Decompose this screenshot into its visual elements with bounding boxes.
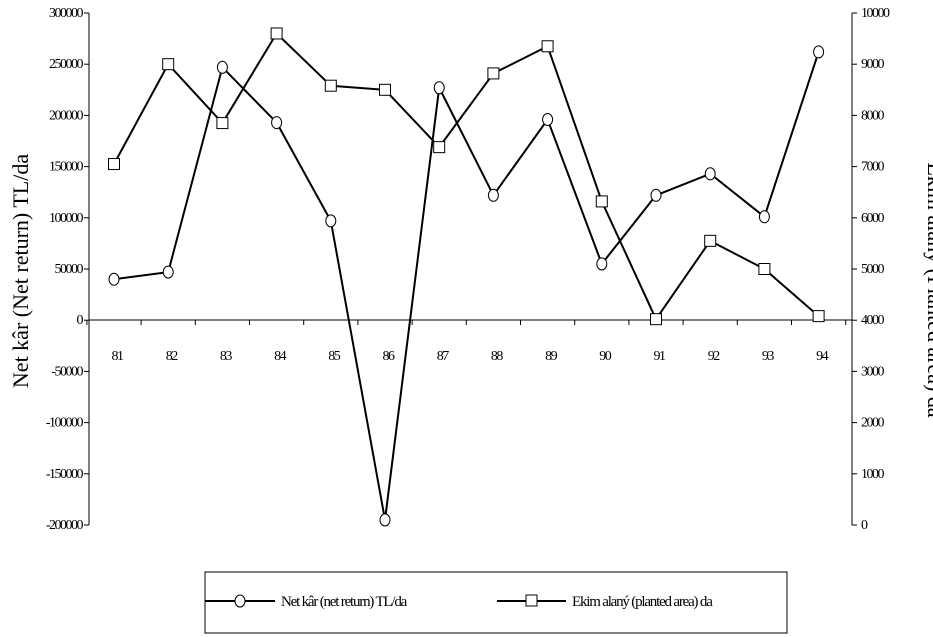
y-right-tick-label: 1000 <box>861 467 885 482</box>
circle-marker <box>433 81 445 95</box>
square-marker <box>216 117 229 130</box>
square-marker <box>595 195 608 208</box>
square-marker <box>812 310 825 323</box>
y-left-tick-label: -100000 <box>46 416 84 431</box>
x-tick-label: 92 <box>708 349 721 364</box>
y-right-tick-label: 5000 <box>861 262 885 277</box>
circle-marker <box>162 265 174 279</box>
x-tick-label: 82 <box>166 349 179 364</box>
legend-box <box>204 571 788 634</box>
y-right-tick-label: 3000 <box>861 364 885 379</box>
x-tick-label: 94 <box>816 349 829 364</box>
square-marker <box>487 67 500 80</box>
x-tick-label: 86 <box>383 349 396 364</box>
y-left-tick-label: -50000 <box>51 364 83 379</box>
x-tick-label: 89 <box>545 349 558 364</box>
x-tick-label: 91 <box>654 349 667 364</box>
circle-marker <box>216 60 228 74</box>
axes <box>88 13 853 525</box>
circle-marker <box>271 116 283 130</box>
circle-marker <box>813 45 825 59</box>
circle-marker <box>108 272 120 286</box>
series-area <box>108 27 825 527</box>
y-right-tick-label: 9000 <box>861 57 885 72</box>
y-left-axis-title: Net kâr (Net return) TL/da <box>8 154 33 388</box>
y-right-tick-label: 2000 <box>861 416 885 431</box>
legend-marker-circle <box>234 594 246 608</box>
circle-marker <box>325 214 337 228</box>
legend-label-net-return: Net kâr (net return) TL/da <box>281 594 408 610</box>
square-marker <box>108 158 120 171</box>
square-marker <box>704 234 717 247</box>
x-tick-label: 87 <box>437 349 450 364</box>
x-axis-ticks: 81 82 83 84 85 86 87 88 89 90 91 92 93 94 <box>86 320 847 364</box>
x-tick-label: 81 <box>112 349 125 364</box>
series-line <box>113 51 820 521</box>
legend-marker-square <box>525 594 538 607</box>
circle-marker <box>758 210 770 224</box>
circle-marker <box>596 257 608 271</box>
y-right-tick-label: 10000 <box>861 6 890 21</box>
y-left-tick-label: 50000 <box>55 262 84 277</box>
series-line <box>113 32 820 321</box>
x-tick-label: 88 <box>491 349 504 364</box>
y-left-tick-label: -150000 <box>46 467 84 482</box>
x-tick-label: 90 <box>599 349 612 364</box>
y-right-tick-label: 7000 <box>861 160 885 175</box>
series-net-return <box>108 45 825 527</box>
circle-marker <box>487 188 499 202</box>
legend: Net kâr (net return) TL/da Ekim alaný (p… <box>204 571 788 634</box>
square-marker <box>433 141 446 154</box>
circle-marker <box>704 167 716 181</box>
y-left-tick-label: 300000 <box>49 6 84 21</box>
y-left-tick-label: 100000 <box>49 211 84 226</box>
y-right-tick-label: 8000 <box>861 108 885 123</box>
square-marker <box>324 79 337 92</box>
x-tick-label: 84 <box>274 349 287 364</box>
x-tick-label: 93 <box>762 349 775 364</box>
square-marker <box>758 263 771 275</box>
y-left-tick-label: 0 <box>77 313 84 328</box>
right-axis-ticks: 1000090008000700060005000400030002000100… <box>852 6 892 533</box>
y-left-tick-label: -200000 <box>46 518 84 533</box>
square-marker <box>650 313 662 326</box>
y-left-tick-label: 250000 <box>49 57 84 72</box>
x-tick-label: 85 <box>328 349 341 364</box>
circle-marker <box>379 513 391 527</box>
circle-marker <box>650 188 662 202</box>
circle-marker <box>542 112 554 126</box>
legend-label-planted-area: Ekim alaný (planted area) da <box>572 594 713 610</box>
square-marker <box>379 83 391 96</box>
y-left-tick-label: 200000 <box>49 108 84 123</box>
series-planted-area <box>108 27 825 326</box>
y-right-axis-title: Ekim alaný (Planted area) da <box>923 162 933 418</box>
y-right-tick-label: 4000 <box>861 313 885 328</box>
square-marker <box>541 40 554 53</box>
y-right-tick-label: 0 <box>861 518 868 533</box>
left-axis-ticks: 300000 250000 200000 150000 100000 50000 0 -500… <box>46 6 89 533</box>
x-tick-label: 83 <box>220 349 233 364</box>
y-right-tick-label: 6000 <box>861 211 885 226</box>
y-left-tick-label: 150000 <box>49 160 84 175</box>
square-marker <box>270 27 283 40</box>
square-marker <box>162 58 175 71</box>
